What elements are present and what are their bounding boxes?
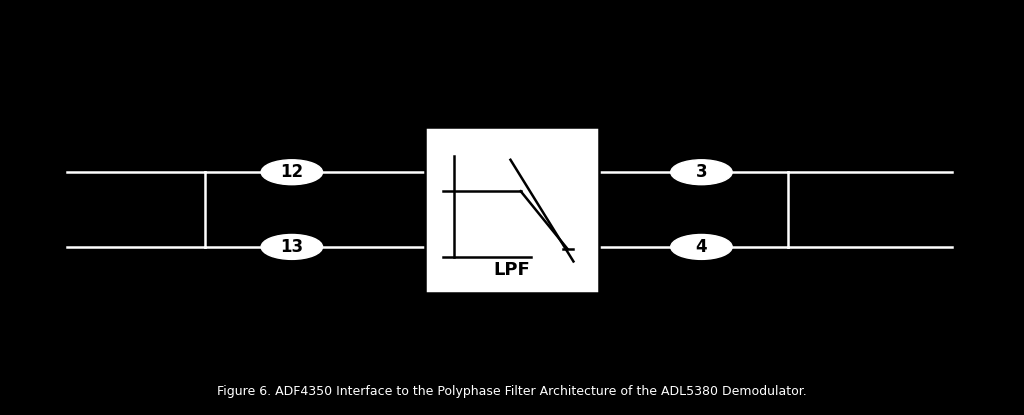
Text: LPF: LPF	[494, 261, 530, 279]
Text: 12: 12	[281, 163, 303, 181]
Circle shape	[671, 234, 732, 259]
Text: Figure 6. ADF4350 Interface to the Polyphase Filter Architecture of the ADL5380 : Figure 6. ADF4350 Interface to the Polyp…	[217, 386, 807, 398]
Circle shape	[261, 160, 323, 185]
Text: 13: 13	[281, 238, 303, 256]
Bar	[425, 127, 599, 293]
Text: 4: 4	[695, 238, 708, 256]
Circle shape	[261, 234, 323, 259]
Circle shape	[671, 160, 732, 185]
Text: 3: 3	[695, 163, 708, 181]
